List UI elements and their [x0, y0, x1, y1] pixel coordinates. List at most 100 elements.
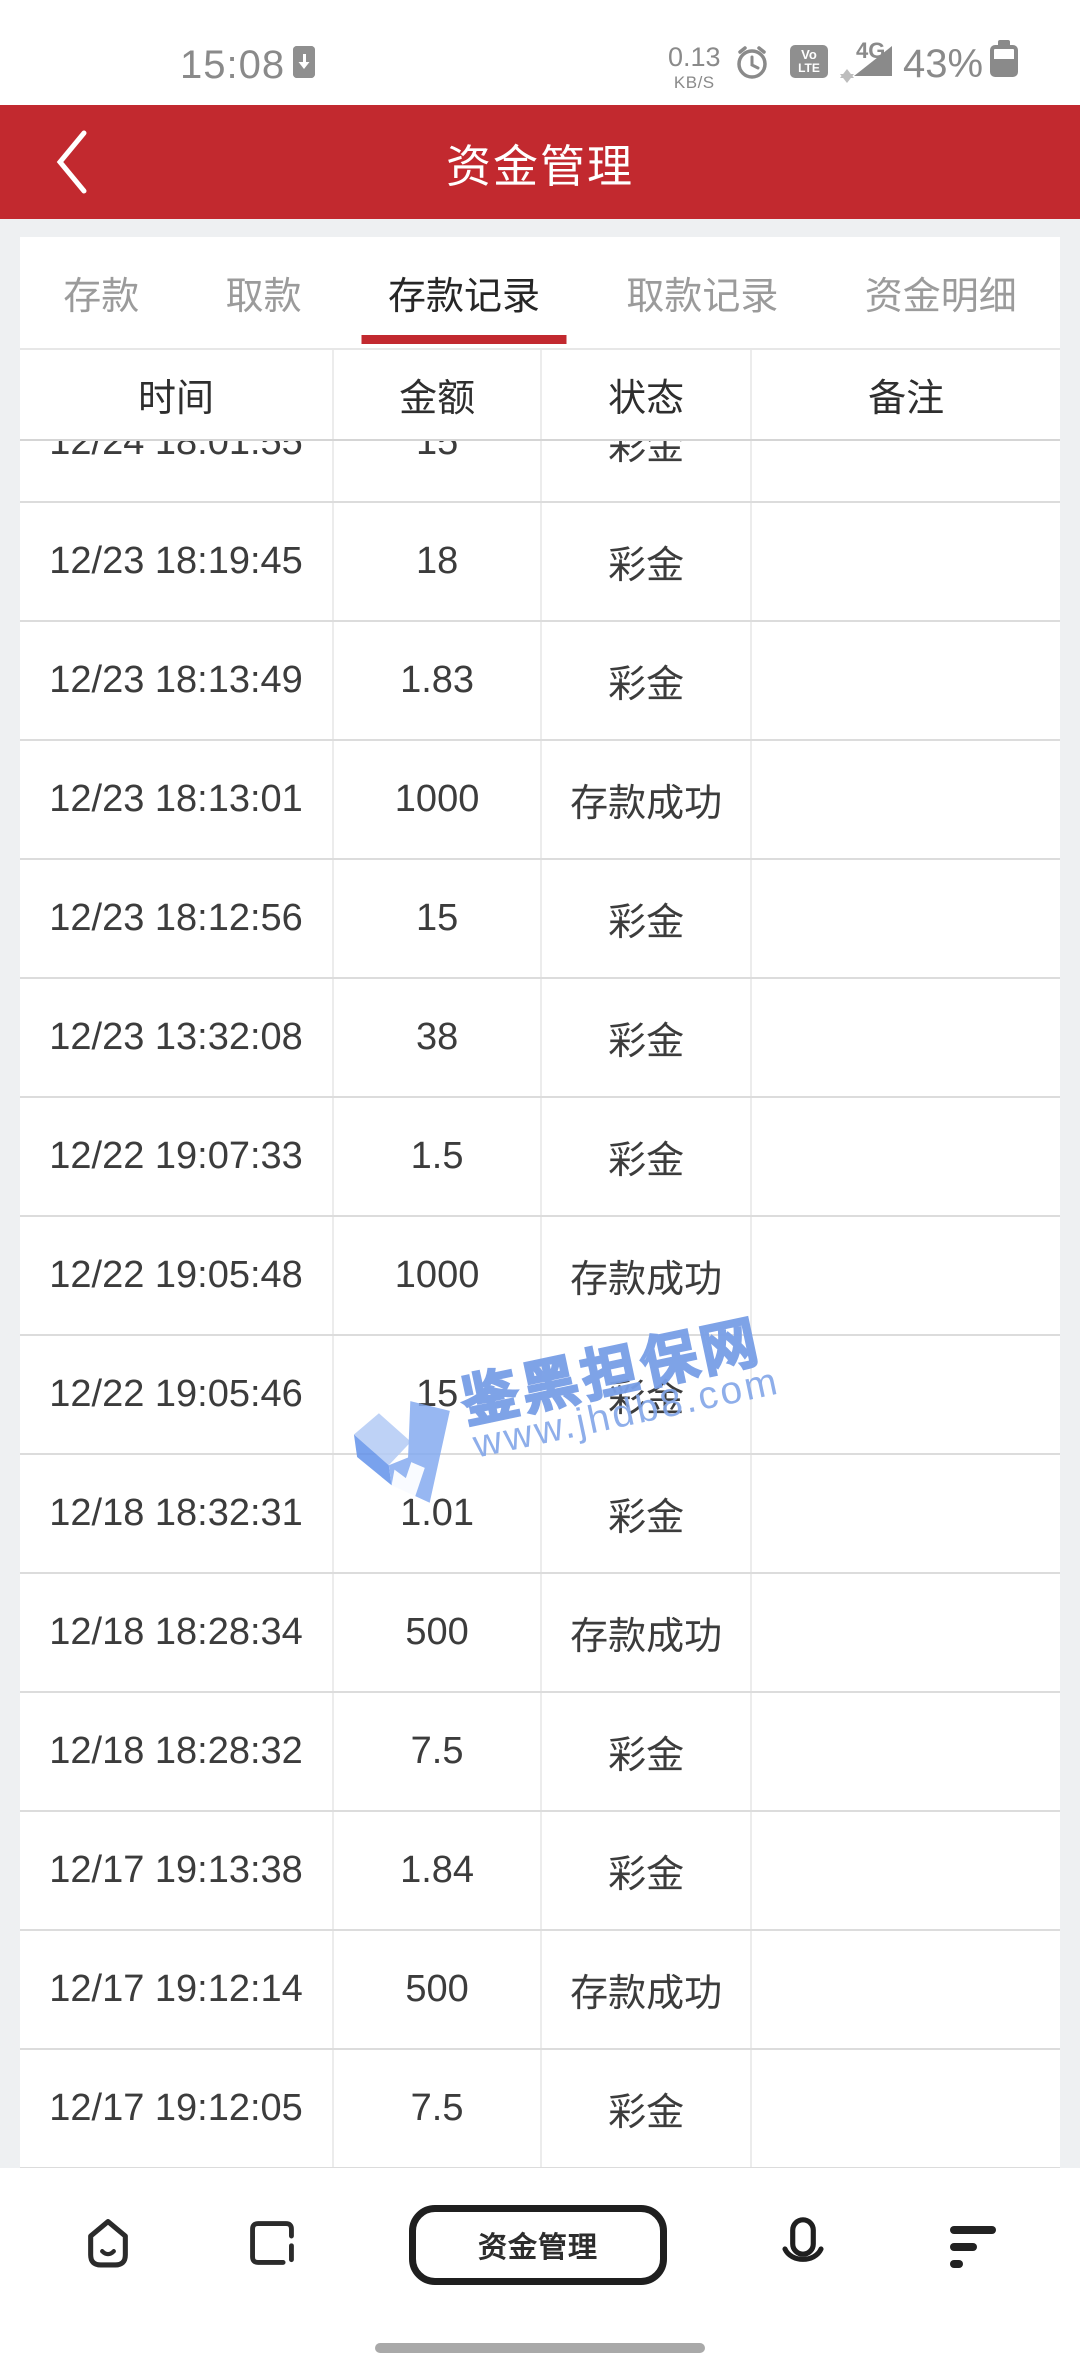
column-header: 状态 [542, 350, 753, 439]
tab-label: 存款记录 [387, 276, 540, 318]
table-row-clipped: 12/24 18:01:55 15 彩金 [20, 441, 1060, 503]
cell-time: 12/18 18:28:34 [20, 1574, 335, 1691]
table-row: 12/23 18:19:45 18 彩金 [20, 503, 1060, 622]
tab-取款记录[interactable]: 取款记录 [620, 237, 784, 348]
cell-status: 彩金 [542, 860, 753, 977]
table-row: 12/17 19:13:38 1.84 彩金 [20, 1812, 1060, 1931]
table-row: 12/23 18:13:49 1.83 彩金 [20, 622, 1060, 741]
cell-amount: 1000 [334, 1217, 543, 1334]
cell-time: 12/23 13:32:08 [20, 979, 335, 1096]
cell-note [752, 503, 1060, 620]
column-header: 金额 [334, 350, 543, 439]
table-row: 12/22 19:05:48 1000 存款成功 [20, 1217, 1060, 1336]
cell-status: 彩金 [542, 2050, 753, 2167]
cell-note [752, 979, 1060, 1096]
cell-status: 彩金 [542, 622, 753, 739]
cell-amount: 15 [334, 1336, 543, 1453]
signal-strength-icon [854, 46, 892, 76]
cell-status: 存款成功 [542, 1931, 753, 2048]
table-body: 12/24 18:01:55 15 彩金 12/23 18:19:45 18 彩金 12/2… [20, 441, 1060, 2200]
sort-bars-icon[interactable] [950, 2226, 996, 2268]
microphone-icon[interactable] [779, 2216, 827, 2275]
cell-note [752, 1098, 1060, 1215]
column-header: 备注 [868, 378, 945, 420]
cell-note [752, 441, 1060, 501]
status-bar: 15:08 0.13 KB/S Vo LTE 4G 43% [0, 0, 1080, 105]
tab-资金明细[interactable]: 资金明细 [859, 237, 1023, 348]
cell-note [752, 1693, 1060, 1810]
active-tab-underline [361, 335, 567, 344]
cell-status: 存款成功 [542, 1574, 753, 1691]
cell-time: 12/22 19:05:46 [20, 1336, 335, 1453]
table-row: 12/23 18:12:56 15 彩金 [20, 860, 1060, 979]
app-header: 资金管理 [0, 105, 1080, 219]
tab-label: 存款 [63, 276, 140, 318]
back-button[interactable] [42, 127, 102, 197]
cell-status: 存款成功 [542, 741, 753, 858]
page-title: 资金管理 [445, 140, 634, 192]
home-indicator-bar[interactable] [375, 2343, 705, 2353]
cell-time: 12/23 18:13:01 [20, 741, 335, 858]
table-row: 12/23 13:32:08 38 彩金 [20, 979, 1060, 1098]
table-row: 12/18 18:28:34 500 存款成功 [20, 1574, 1060, 1693]
cell-amount: 1.01 [334, 1455, 543, 1572]
bottom-nav: 资金管理 [0, 2168, 1080, 2376]
cell-amount: 500 [334, 1931, 543, 2048]
cell-time: 12/17 19:13:38 [20, 1812, 335, 1929]
cell-note [752, 1455, 1060, 1572]
cell-status: 彩金 [542, 503, 753, 620]
tab-label: 取款 [225, 276, 302, 318]
cell-time: 12/17 19:12:14 [20, 1931, 335, 2048]
cell-time: 12/24 18:01:55 [20, 441, 335, 501]
cell-note [752, 860, 1060, 977]
volte-line2: LTE [798, 61, 820, 75]
table-row: 12/17 19:12:05 7.5 彩金 [20, 2050, 1060, 2169]
volte-icon: Vo LTE [790, 45, 828, 78]
cell-status: 存款成功 [542, 1217, 753, 1334]
cell-status: 彩金 [542, 1336, 753, 1453]
tab-label: 资金明细 [864, 276, 1017, 318]
cell-note [752, 2050, 1060, 2167]
cell-status: 彩金 [542, 1812, 753, 1929]
cell-amount: 1.5 [334, 1098, 543, 1215]
fund-management-nav-button[interactable]: 资金管理 [409, 2205, 667, 2285]
table-row: 12/18 18:32:31 1.01 彩金 [20, 1455, 1060, 1574]
column-header: 时间 [20, 350, 335, 439]
tab-存款[interactable]: 存款 [57, 237, 145, 348]
tab-取款[interactable]: 取款 [220, 237, 308, 348]
cell-time: 12/22 19:05:48 [20, 1217, 335, 1334]
home-icon[interactable] [82, 2216, 134, 2277]
tab-label: 取款记录 [626, 276, 779, 318]
cell-status: 彩金 [542, 1098, 753, 1215]
cell-amount: 15 [334, 860, 543, 977]
content-area: 存款 取款 存款记录 取款记录 资金明细 时间 金额 状态 备注 12/24 18:01:55… [0, 219, 1080, 2200]
tab-存款记录[interactable]: 存款记录 [361, 237, 567, 348]
cell-time: 12/23 18:12:56 [20, 860, 335, 977]
tab-bar: 存款 取款 存款记录 取款记录 资金明细 [20, 237, 1060, 350]
cell-status: 彩金 [542, 441, 753, 501]
battery-percent: 43% [903, 42, 984, 86]
cell-time: 12/22 19:07:33 [20, 1098, 335, 1215]
records-card: 存款 取款 存款记录 取款记录 资金明细 时间 金额 状态 备注 12/24 18:01:55… [20, 237, 1060, 2200]
table-row: 12/22 19:07:33 1.5 彩金 [20, 1098, 1060, 1217]
cell-amount: 1.84 [334, 1812, 543, 1929]
cell-note [752, 1574, 1060, 1691]
tabs-window-icon[interactable] [247, 2218, 297, 2273]
cell-amount: 7.5 [334, 2050, 543, 2167]
cell-status: 彩金 [542, 1693, 753, 1810]
cell-amount: 1.83 [334, 622, 543, 739]
cell-amount: 7.5 [334, 1693, 543, 1810]
deposit-records-table: 时间 金额 状态 备注 12/24 18:01:55 15 彩金 12/23 18:19:4… [20, 350, 1060, 2200]
data-updown-arrows-icon [840, 52, 854, 83]
network-speed-value: 0.13 [668, 42, 721, 72]
volte-line1: Vo [801, 47, 817, 62]
cell-time: 12/18 18:32:31 [20, 1455, 335, 1572]
cell-amount: 18 [334, 503, 543, 620]
cell-time: 12/23 18:13:49 [20, 622, 335, 739]
clock-time: 15:08 [180, 43, 286, 87]
battery-icon [990, 40, 1018, 78]
cell-time: 12/18 18:28:32 [20, 1693, 335, 1810]
network-speed: 0.13 KB/S [668, 42, 721, 92]
table-row: 12/23 18:13:01 1000 存款成功 [20, 741, 1060, 860]
